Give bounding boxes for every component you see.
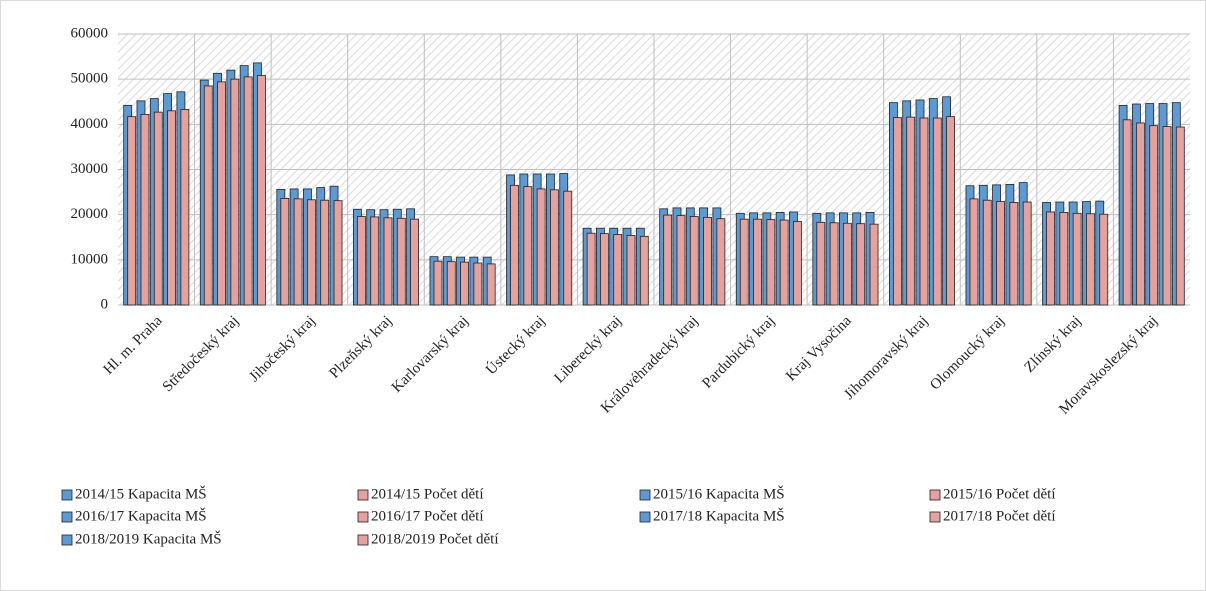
bar [333, 200, 343, 306]
bar [829, 222, 839, 306]
bar [946, 116, 955, 306]
bar [586, 232, 596, 306]
bar [856, 223, 866, 306]
legend-label: 2015/16 Kapacita MŠ [653, 485, 785, 502]
bar [1009, 202, 1019, 306]
legend-swatch [357, 489, 369, 501]
bar [180, 109, 190, 306]
bar [996, 201, 1005, 306]
bar [869, 223, 879, 306]
bar [919, 117, 929, 306]
bar [639, 235, 649, 306]
bar [140, 113, 150, 306]
bar [716, 218, 726, 306]
bar [982, 199, 992, 306]
legend-swatch [357, 511, 369, 523]
bar [1149, 125, 1159, 306]
bar [689, 216, 699, 306]
bar [893, 117, 902, 306]
y-tick-label: 10000 [71, 251, 109, 267]
y-tick-label: 40000 [71, 116, 109, 132]
bar [433, 260, 443, 306]
bar [410, 218, 420, 306]
legend-swatch [357, 534, 369, 546]
bar [906, 116, 916, 306]
legend-swatch [929, 511, 941, 523]
y-tick-label: 30000 [71, 161, 109, 177]
legend-label: 2016/17 Počet dětí [371, 508, 484, 524]
y-tick-label: 20000 [71, 206, 109, 222]
legend-swatch [639, 511, 651, 523]
bar [510, 184, 519, 306]
legend-label: 2016/17 Kapacita MŠ [75, 507, 207, 524]
bar [217, 81, 226, 306]
bar [969, 198, 979, 306]
y-tick-label: 0 [101, 296, 109, 312]
bar [460, 261, 469, 306]
bar [153, 111, 163, 306]
bar [307, 199, 316, 306]
bar [932, 117, 942, 306]
bar [293, 198, 303, 306]
bar [739, 218, 749, 306]
bar [1046, 211, 1055, 306]
bar [1022, 201, 1032, 306]
bar [446, 261, 456, 306]
bar [356, 216, 366, 306]
legend-swatch [929, 489, 941, 501]
bar [486, 263, 496, 306]
bar [243, 76, 253, 306]
bar [626, 235, 636, 306]
legend-label: 2018/2019 Kapacita MŠ [75, 530, 222, 547]
bar [753, 218, 762, 306]
bar [600, 233, 609, 306]
bar [1072, 212, 1082, 306]
bar [203, 85, 213, 306]
bar [1162, 126, 1172, 306]
legend-swatch [639, 489, 651, 501]
bar [779, 219, 789, 306]
legend-label: 2017/18 Počet dětí [943, 508, 1056, 524]
bar [320, 199, 330, 306]
legend-swatch [61, 511, 73, 523]
legend-label: 2014/15 Kapacita MŠ [75, 485, 207, 502]
legend-swatch [61, 534, 73, 546]
legend-label: 2014/15 Počet dětí [371, 486, 484, 502]
bar [766, 219, 776, 306]
bar [280, 198, 290, 306]
bar [473, 262, 483, 306]
legend-swatch [61, 489, 73, 501]
y-tick-label: 60000 [71, 25, 109, 41]
bar [396, 217, 406, 306]
bar [257, 75, 266, 306]
bar [663, 214, 673, 306]
bar [1099, 213, 1109, 306]
bar [1175, 126, 1185, 306]
bar [1122, 119, 1132, 306]
bar [523, 186, 533, 306]
bar [167, 110, 176, 306]
bar [613, 234, 623, 306]
bar [843, 222, 852, 306]
bar [676, 215, 686, 306]
bar [703, 216, 712, 306]
legend-label: 2017/18 Kapacita MŠ [653, 507, 785, 524]
bar [816, 221, 826, 306]
bar [550, 189, 559, 306]
bar [230, 78, 240, 306]
bar [793, 221, 802, 306]
bar [127, 116, 137, 306]
y-tick-label: 50000 [71, 71, 109, 87]
bar [563, 190, 573, 306]
bar [1059, 212, 1069, 306]
legend-label: 2018/2019 Počet dětí [371, 531, 499, 547]
bar [1086, 213, 1095, 306]
bar [1136, 122, 1145, 306]
legend-label: 2015/16 Počet dětí [943, 486, 1056, 502]
bar [383, 217, 393, 306]
bar [536, 188, 546, 306]
bar [370, 216, 380, 306]
